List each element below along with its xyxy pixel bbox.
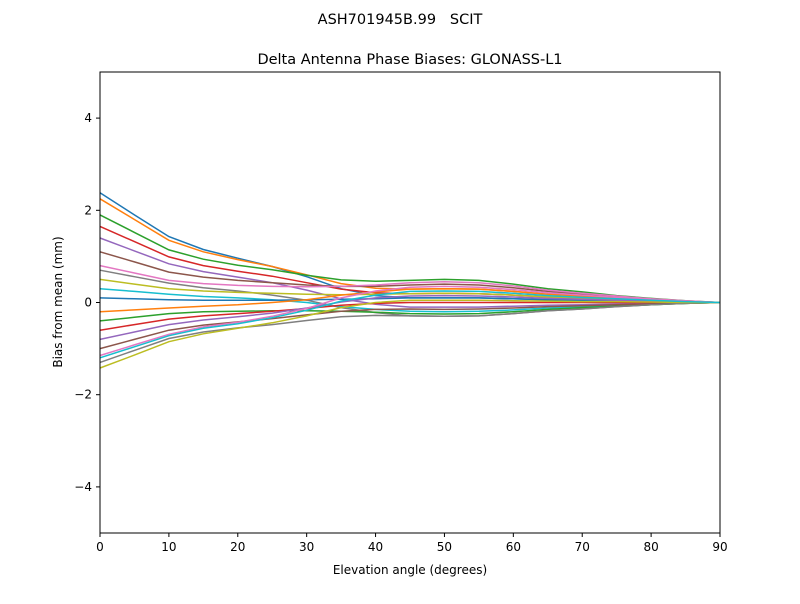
x-tick-label: 50 <box>437 540 452 554</box>
series-line-20 <box>99 290 721 359</box>
x-tick-label: 0 <box>96 540 104 554</box>
x-tick-label: 30 <box>299 540 314 554</box>
chart-title: Delta Antenna Phase Biases: GLONASS-L1 <box>257 52 562 68</box>
x-tick-label: 90 <box>712 540 727 554</box>
chart-suptitle: ASH701945B.99 SCIT <box>318 12 483 28</box>
x-tick-label: 80 <box>643 540 658 554</box>
y-tick-label: −4 <box>74 480 92 494</box>
series-line-15 <box>99 294 721 341</box>
series-line-16 <box>99 301 721 350</box>
y-axis-label: Bias from mean (mm) <box>51 236 65 367</box>
series-line-7 <box>99 264 721 304</box>
series-line-17 <box>99 285 721 357</box>
x-tick-label: 60 <box>506 540 521 554</box>
x-tick-label: 70 <box>575 540 590 554</box>
x-tick-label: 10 <box>161 540 176 554</box>
y-tick-label: −2 <box>74 388 92 402</box>
series-line-14 <box>99 301 720 331</box>
series-line-5 <box>99 237 721 308</box>
series-line-18 <box>99 301 721 364</box>
x-axis-ticks: 0 10 20 30 40 50 60 70 80 90 <box>96 533 728 554</box>
y-tick-label: 0 <box>84 296 92 310</box>
x-tick-label: 20 <box>230 540 245 554</box>
series-lines <box>99 192 721 369</box>
x-tick-label: 40 <box>368 540 383 554</box>
y-axis-ticks: −4 −2 0 2 4 <box>74 111 100 494</box>
y-tick-label: 4 <box>84 111 92 125</box>
plot-frame <box>99 71 721 534</box>
y-tick-label: 2 <box>84 203 92 217</box>
series-line-19 <box>99 299 720 369</box>
x-axis-label: Elevation angle (degrees) <box>333 563 487 577</box>
